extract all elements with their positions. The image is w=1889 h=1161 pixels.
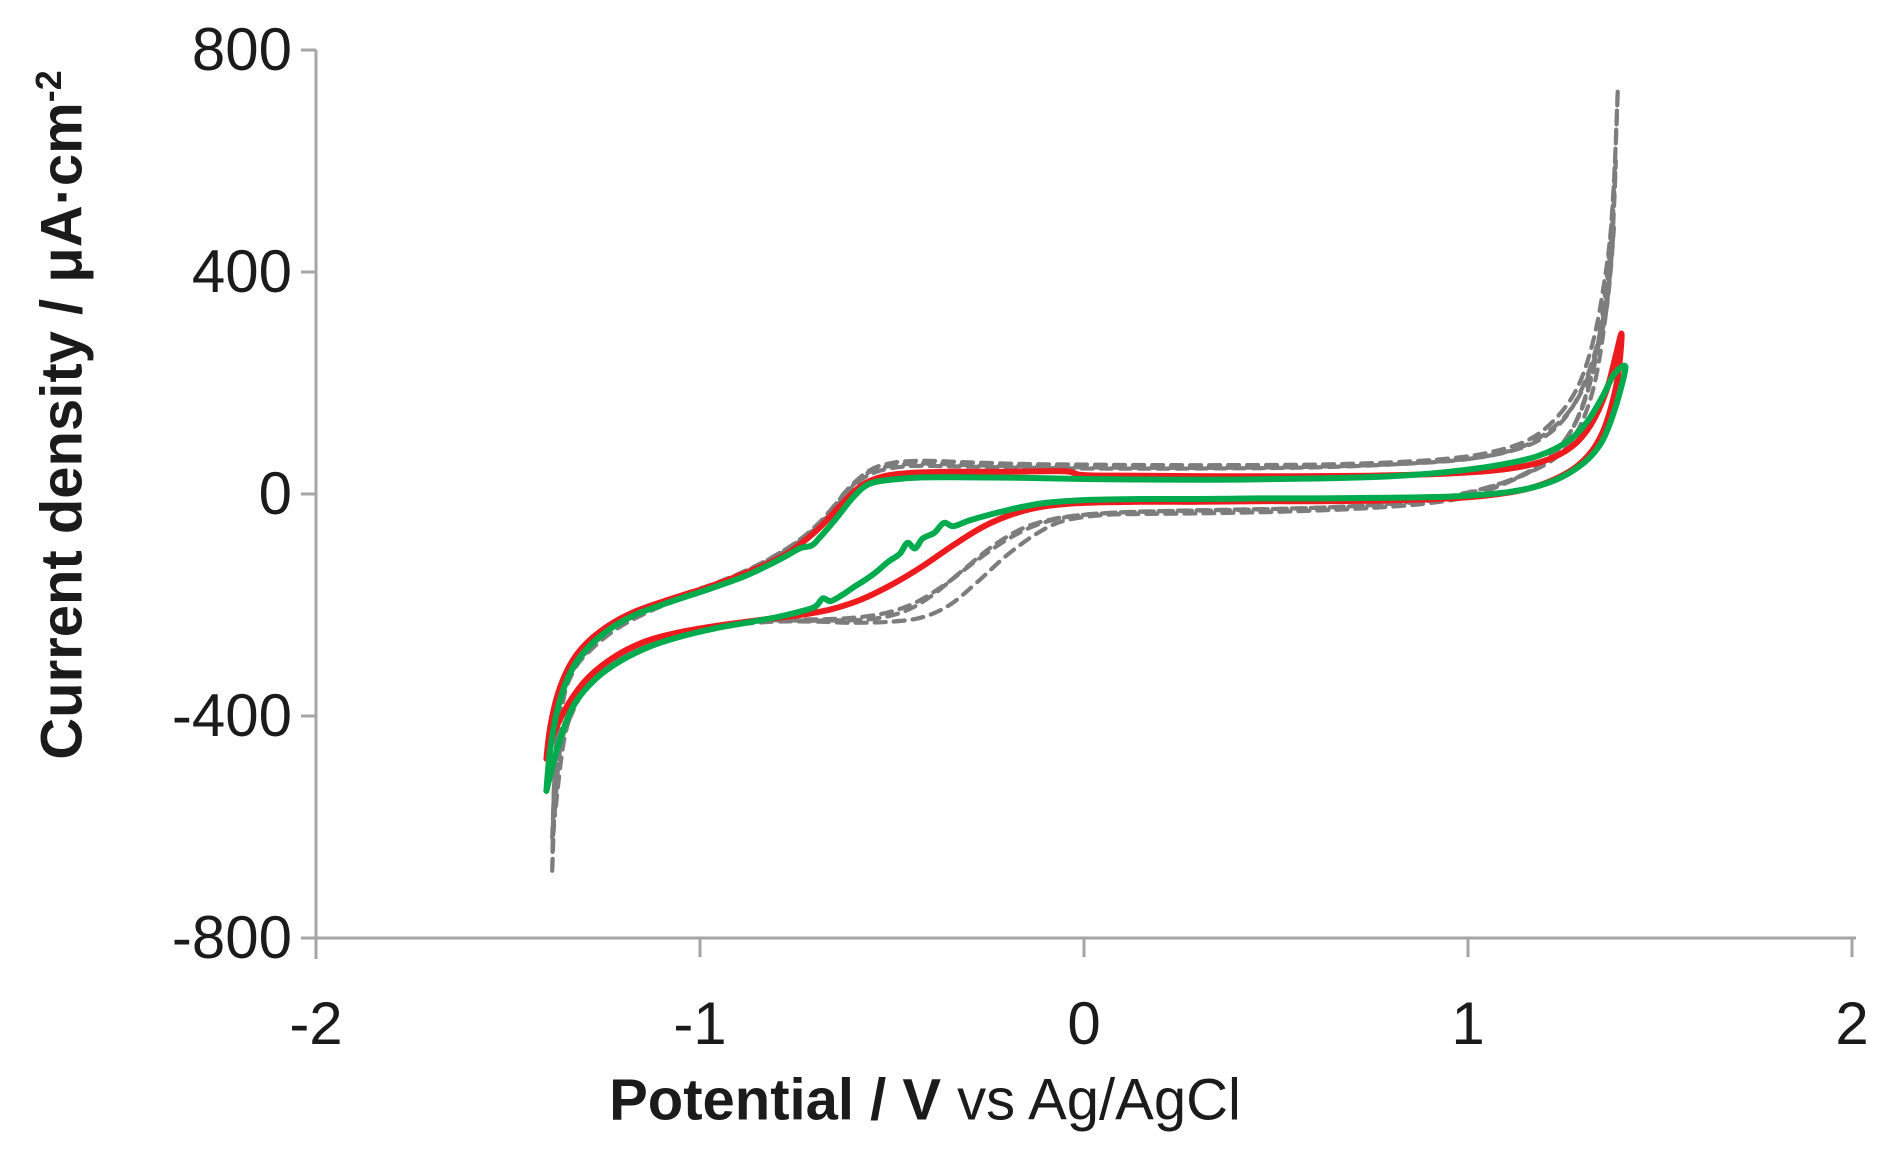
y-tick-label--800: -800 bbox=[171, 904, 292, 971]
y-tick-label--400: -400 bbox=[171, 682, 292, 749]
y-tick-label-400: 400 bbox=[191, 238, 292, 305]
y-tick-label-0: 0 bbox=[258, 460, 292, 527]
x-tick-label--1: -1 bbox=[673, 990, 727, 1057]
x-axis-title-bold: Potential / V bbox=[609, 1067, 942, 1133]
x-tick-label-0: 0 bbox=[1067, 990, 1101, 1057]
y-tick-label-800: 800 bbox=[191, 16, 292, 83]
y-axis-title: Current density / μA·cm-2 bbox=[28, 70, 96, 760]
x-tick-label-1: 1 bbox=[1451, 990, 1485, 1057]
tick-marks bbox=[301, 48, 1854, 957]
x-tick-label-2: 2 bbox=[1835, 990, 1869, 1057]
x-tick-label--2: -2 bbox=[289, 990, 343, 1057]
x-axis-title: Potential / V vs Ag/AgCl bbox=[609, 1067, 1241, 1134]
intermediate-cycles-dashed-gray-loop-2 bbox=[552, 225, 1616, 818]
y-axis-title-superscript: -2 bbox=[28, 70, 70, 103]
series-curves bbox=[543, 87, 1629, 873]
final-cycle-green-loop-0 bbox=[543, 362, 1629, 794]
x-axis-title-regular: vs Ag/AgCl bbox=[941, 1067, 1241, 1133]
final-cycle-red-loop-0 bbox=[543, 330, 1625, 762]
y-axis-title-text: Current density / μA·cm bbox=[29, 102, 95, 760]
